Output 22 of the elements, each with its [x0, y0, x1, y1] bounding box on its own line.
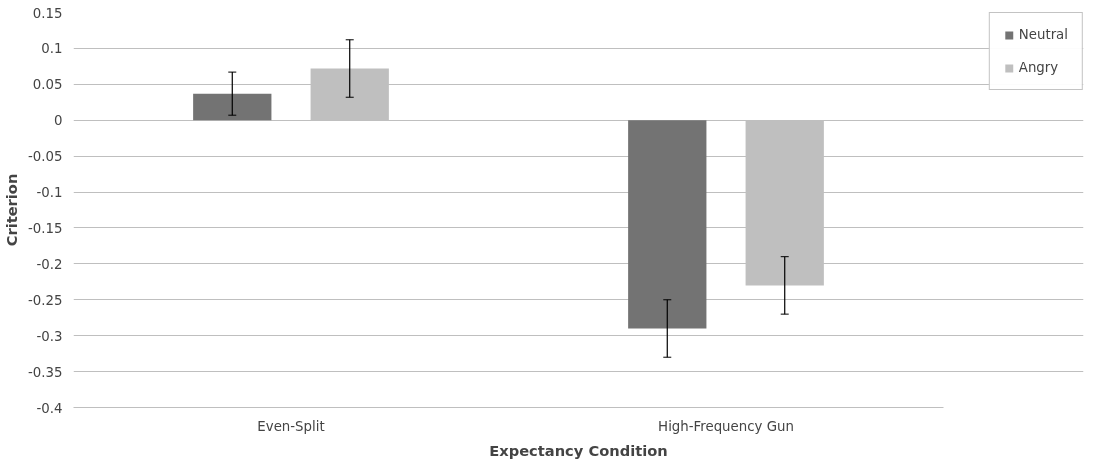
- y-tick-label: 0: [54, 113, 63, 129]
- y-tick-label: 0.05: [32, 77, 63, 93]
- legend-label: Angry: [1018, 60, 1059, 75]
- x-axis-title: Expectancy Condition: [489, 441, 668, 459]
- y-axis-title: Criterion: [3, 173, 21, 247]
- bar: [310, 68, 389, 121]
- bar: [745, 120, 824, 286]
- y-tick-label: -0.35: [28, 364, 63, 380]
- bar: [193, 93, 272, 121]
- y-tick-label: -0.4: [36, 400, 63, 416]
- y-tick-label: 0.1: [41, 41, 63, 57]
- x-tick-label: High-Frequency Gun: [658, 418, 794, 434]
- bar: [628, 120, 707, 329]
- y-tick-label: -0.3: [36, 328, 63, 344]
- y-tick-label: -0.15: [28, 220, 63, 236]
- y-tick-label: 0.15: [32, 5, 63, 21]
- y-tick-label: -0.1: [36, 185, 63, 201]
- x-tick-label: Even-Split: [257, 418, 325, 434]
- y-tick-label: -0.25: [28, 292, 63, 308]
- y-tick-label: -0.05: [28, 149, 63, 165]
- legend-label: Neutral: [1018, 27, 1068, 42]
- y-tick-label: -0.2: [36, 256, 63, 272]
